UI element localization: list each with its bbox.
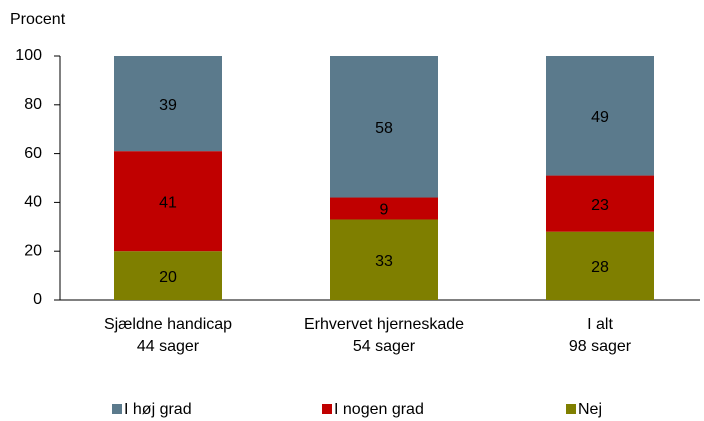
x-tick-label: 44 sager xyxy=(137,338,200,355)
legend-label: I nogen grad xyxy=(334,401,424,418)
legend-swatch xyxy=(566,404,576,414)
y-tick-label: 80 xyxy=(24,96,42,113)
bar-segment xyxy=(330,56,438,198)
legend-label: I høj grad xyxy=(124,401,192,418)
data-label: 39 xyxy=(159,97,177,114)
legend-swatch xyxy=(112,404,122,414)
y-axis-label: Procent xyxy=(10,11,66,28)
data-label: 28 xyxy=(591,259,609,276)
y-tick-label: 60 xyxy=(24,145,42,162)
data-label: 58 xyxy=(375,120,393,137)
bar-segment xyxy=(546,231,654,300)
x-tick-label: 54 sager xyxy=(353,338,416,355)
data-label: 23 xyxy=(591,197,609,214)
x-tick-label: I alt xyxy=(587,316,613,333)
y-tick-label: 100 xyxy=(15,47,42,64)
bar-segment xyxy=(114,151,222,252)
y-tick-label: 0 xyxy=(33,291,42,308)
x-tick-label: Erhvervet hjerneskade xyxy=(304,316,464,333)
y-tick-label: 40 xyxy=(24,194,42,211)
data-label: 9 xyxy=(380,202,389,219)
data-label: 20 xyxy=(159,269,177,286)
data-label: 33 xyxy=(375,253,393,270)
y-tick-label: 20 xyxy=(24,242,42,259)
bar-segment xyxy=(546,56,654,176)
data-label: 49 xyxy=(591,109,609,126)
legend-swatch xyxy=(322,404,332,414)
data-label: 41 xyxy=(159,194,177,211)
x-tick-label: 98 sager xyxy=(569,338,632,355)
bar-segment xyxy=(330,219,438,300)
bar-segment xyxy=(546,175,654,232)
x-tick-label: Sjældne handicap xyxy=(104,316,232,333)
bar-segment xyxy=(114,251,222,300)
bar-segment xyxy=(330,197,438,220)
legend-label: Nej xyxy=(578,401,602,418)
bar-segment xyxy=(114,56,222,152)
